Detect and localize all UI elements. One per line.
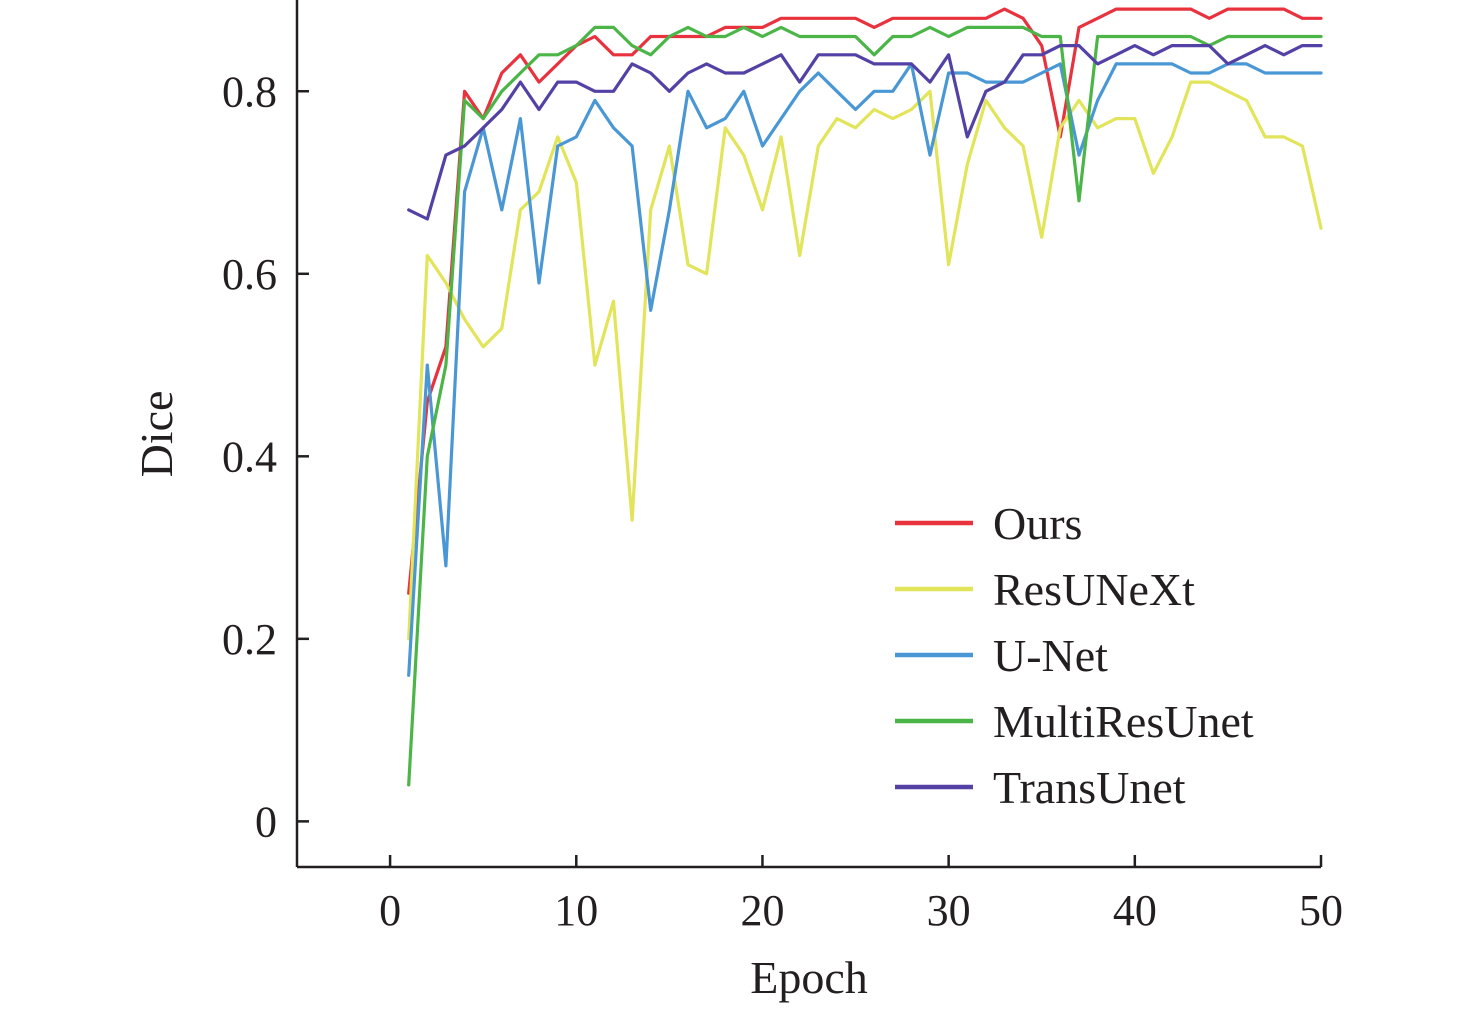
series-line-ours — [407, 7, 1323, 595]
x-tick-label: 40 — [1113, 886, 1157, 935]
legend-label-ours: Ours — [993, 498, 1082, 549]
legend-label-resunext: ResUNeXt — [993, 564, 1195, 615]
legend: Ours ResUNeXt U-Net MultiResUnet TransUnet — [895, 498, 1254, 813]
axes-layer: 0 0.2 0.4 0.6 0.8 0 10 20 30 40 50 — [222, 0, 1343, 935]
y-tick-label: 0.6 — [222, 250, 277, 299]
y-tick-label: 0.4 — [222, 432, 277, 481]
series-line-resunext — [407, 80, 1323, 641]
series-line-u-net — [407, 62, 1323, 677]
series-layer — [407, 7, 1323, 787]
y-axis-title: Dice — [131, 391, 182, 478]
series-line-multiresunet — [407, 25, 1323, 787]
x-tick-label: 0 — [379, 886, 401, 935]
y-tick-label: 0.2 — [222, 615, 277, 664]
y-tick-label: 0.8 — [222, 67, 277, 116]
x-axis-title: Epoch — [750, 952, 868, 1003]
x-tick-label: 20 — [740, 886, 784, 935]
x-tick-label: 10 — [554, 886, 598, 935]
legend-label-multiresunet: MultiResUnet — [993, 696, 1254, 747]
x-tick-label: 50 — [1299, 886, 1343, 935]
legend-label-transunet: TransUnet — [993, 762, 1186, 813]
series-line-transunet — [407, 43, 1323, 221]
x-tick-label: 30 — [927, 886, 971, 935]
legend-label-u-net: U-Net — [993, 630, 1108, 681]
y-tick-label: 0 — [255, 797, 277, 846]
